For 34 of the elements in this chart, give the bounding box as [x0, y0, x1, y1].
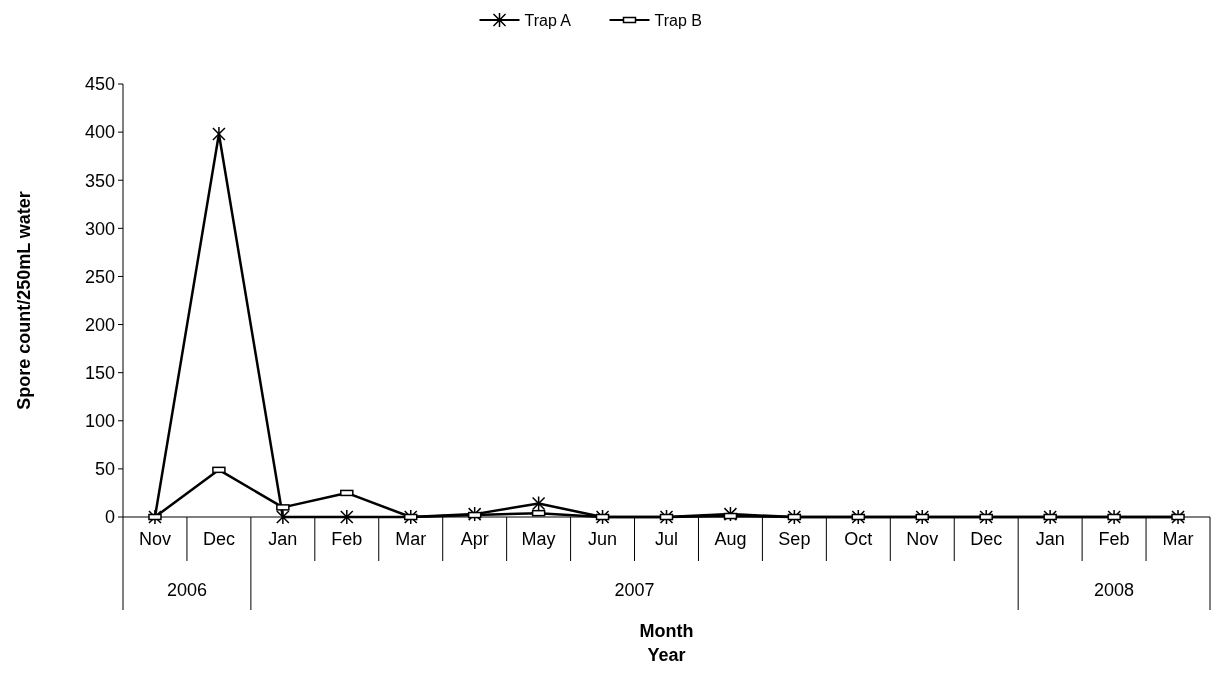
x-tick-label: Nov [906, 529, 939, 549]
x-tick-label: Jun [588, 529, 618, 549]
y-tick-label: 0 [104, 507, 115, 528]
x-tick-label: Mar [395, 529, 427, 549]
x-tick-label: Jan [268, 529, 298, 549]
x-tick-label: Sep [778, 529, 811, 549]
y-tick-label: 450 [84, 74, 115, 95]
x-tick-label: Feb [331, 529, 363, 549]
x-tick-label: Apr [460, 529, 489, 549]
y-tick-label: 200 [84, 314, 115, 335]
y-tick-label: 400 [84, 122, 115, 143]
y-axis-title: Spore count/250mL water [14, 191, 35, 410]
y-tick-label: 250 [84, 266, 115, 287]
x-tick-label: Aug [714, 529, 747, 549]
y-tick-label: 300 [84, 218, 115, 239]
x-axis-title: Month Year [639, 621, 694, 665]
y-tick-label: 150 [84, 362, 115, 383]
x-tick-label: Jan [1035, 529, 1065, 549]
x-tick-label: May [521, 529, 556, 549]
y-tick-label: 350 [84, 170, 115, 191]
text: 2008 [1094, 580, 1135, 600]
x-tick-label: Feb [1098, 529, 1130, 549]
legend-label: Trap B [654, 11, 702, 29]
x-tick-label: Jul [654, 529, 679, 549]
x-tick-label: Nov [138, 529, 171, 549]
text: 2007 [614, 580, 655, 600]
x-tick-label: Dec [970, 529, 1003, 549]
y-tick-label: 50 [94, 459, 115, 480]
x-tick-label: Oct [844, 529, 873, 549]
x-tick-label: Mar [1162, 529, 1194, 549]
text: 2006 [166, 580, 207, 600]
legend-label: Trap A [524, 11, 572, 29]
x-tick-label: Dec [202, 529, 235, 549]
y-tick-label: 100 [84, 411, 115, 432]
